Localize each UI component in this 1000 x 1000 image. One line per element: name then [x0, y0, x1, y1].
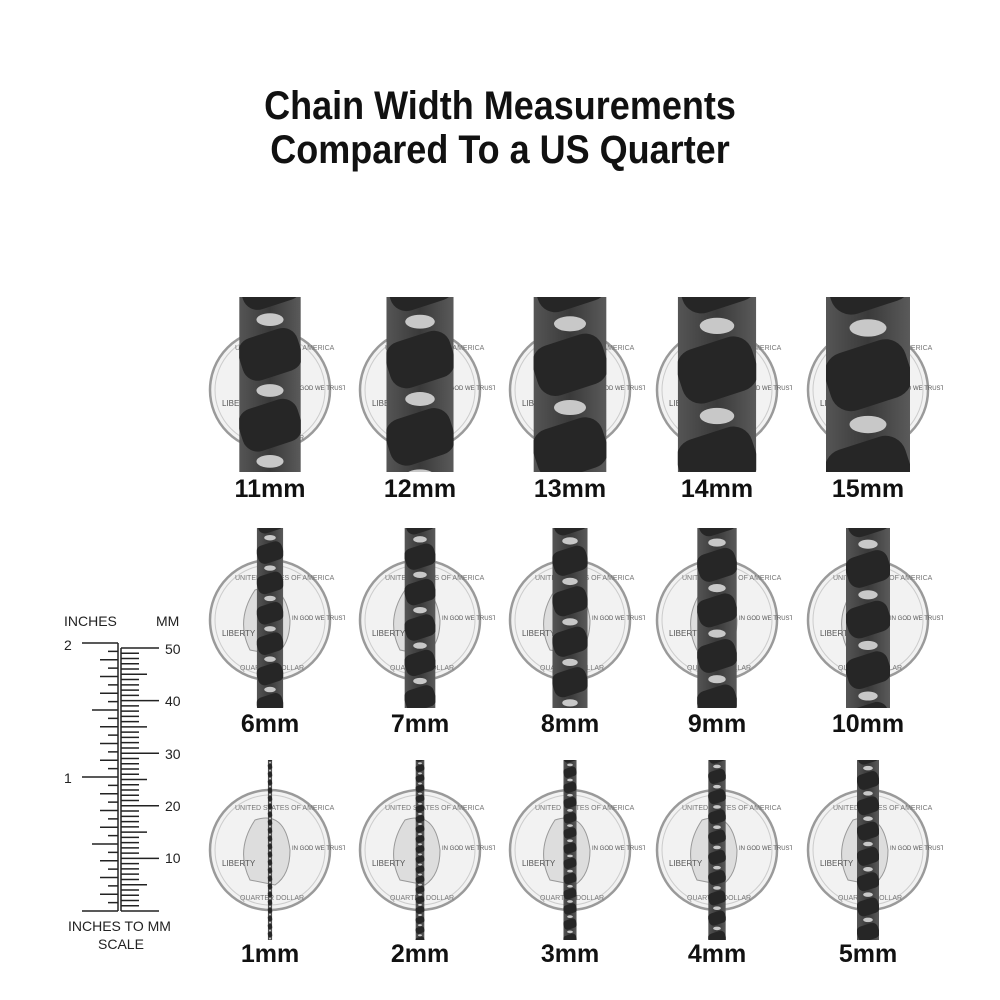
mm-tick-10: 10: [165, 850, 181, 866]
chain-4mm: LIBERTY IN GOD WE TRUST UNITED STATES OF…: [642, 750, 792, 980]
chain-links-image: [857, 760, 879, 940]
svg-text:IN GOD WE TRUST: IN GOD WE TRUST: [292, 616, 345, 622]
mm-tick-50: 50: [165, 641, 181, 657]
svg-text:IN GOD WE TRUST: IN GOD WE TRUST: [739, 386, 792, 392]
chain-links-image: [677, 297, 757, 472]
inch-tick-2: 2: [64, 637, 72, 653]
chain-width-label: 6mm: [240, 710, 300, 738]
quarter-coin-image: LIBERTY IN GOD WE TRUST UNITED STATES OF…: [358, 788, 495, 912]
svg-text:LIBERTY: LIBERTY: [222, 859, 256, 868]
quarter-coin-image: LIBERTY IN GOD WE TRUST UNITED STATES OF…: [508, 788, 645, 912]
chain-width-label: 5mm: [838, 940, 898, 968]
svg-text:UNITED STATES OF AMERICA: UNITED STATES OF AMERICA: [682, 805, 782, 812]
svg-text:LIBERTY: LIBERTY: [669, 629, 703, 638]
chain-width-label: 3mm: [540, 940, 600, 968]
svg-text:IN GOD WE TRUST: IN GOD WE TRUST: [890, 386, 943, 392]
chain-links-image: [533, 297, 607, 472]
chain-links-image: [846, 528, 890, 708]
chain-width-label: 14mm: [680, 475, 754, 503]
ruler-caption-line-1: INCHES TO MM: [68, 918, 171, 934]
title-line-2: Compared To a US Quarter: [270, 128, 730, 172]
chain-width-label: 8mm: [540, 710, 600, 738]
svg-text:UNITED STATES OF AMERICA: UNITED STATES OF AMERICA: [833, 805, 933, 812]
svg-text:LIBERTY: LIBERTY: [372, 629, 406, 638]
svg-text:LIBERTY: LIBERTY: [522, 859, 556, 868]
svg-text:IN GOD WE TRUST: IN GOD WE TRUST: [592, 616, 645, 622]
chain-width-label: 1mm: [240, 940, 300, 968]
chain-links-image: [708, 760, 726, 940]
mm-tick-30: 30: [165, 746, 181, 762]
svg-text:IN GOD WE TRUST: IN GOD WE TRUST: [442, 846, 495, 852]
chain-width-label: 13mm: [533, 475, 607, 503]
svg-text:IN GOD WE TRUST: IN GOD WE TRUST: [592, 386, 645, 392]
svg-text:UNITED STATES OF AMERICA: UNITED STATES OF AMERICA: [235, 575, 335, 582]
chain-1mm: LIBERTY IN GOD WE TRUST UNITED STATES OF…: [195, 750, 345, 980]
chain-8mm: LIBERTY IN GOD WE TRUST UNITED STATES OF…: [495, 520, 645, 750]
chain-width-label: 12mm: [383, 475, 457, 503]
svg-text:LIBERTY: LIBERTY: [372, 859, 406, 868]
chain-links-image: [386, 297, 454, 472]
svg-text:IN GOD WE TRUST: IN GOD WE TRUST: [442, 386, 495, 392]
chain-9mm: LIBERTY IN GOD WE TRUST UNITED STATES OF…: [642, 520, 792, 750]
quarter-coin-image: LIBERTY IN GOD WE TRUST UNITED STATES OF…: [208, 788, 345, 912]
svg-text:UNITED STATES OF AMERICA: UNITED STATES OF AMERICA: [385, 805, 485, 812]
svg-text:LIBERTY: LIBERTY: [820, 859, 854, 868]
mm-tick-20: 20: [165, 798, 181, 814]
chain-3mm: LIBERTY IN GOD WE TRUST UNITED STATES OF…: [495, 750, 645, 980]
inches-to-mm-ruler: INCHES MM 2 1 50 40 30 20 10 INCHES TO M…: [64, 613, 181, 952]
svg-text:IN GOD WE TRUST: IN GOD WE TRUST: [739, 846, 792, 852]
inches-label: INCHES: [64, 613, 117, 629]
chain-width-label: 15mm: [831, 475, 905, 503]
chain-links-image: [552, 528, 588, 708]
chain-12mm: LIBERTY IN GOD WE TRUST UNITED STATES OF…: [345, 290, 495, 520]
chain-11mm: LIBERTY IN GOD WE TRUST UNITED STATES OF…: [195, 290, 345, 520]
svg-text:IN GOD WE TRUST: IN GOD WE TRUST: [890, 616, 943, 622]
chain-links-image: [563, 760, 577, 940]
chain-links-image: [267, 760, 273, 940]
chain-6mm: LIBERTY IN GOD WE TRUST UNITED STATES OF…: [195, 520, 345, 750]
chain-width-label: 11mm: [234, 475, 306, 503]
inch-tick-1: 1: [64, 770, 72, 786]
svg-text:IN GOD WE TRUST: IN GOD WE TRUST: [739, 616, 792, 622]
chain-7mm: LIBERTY IN GOD WE TRUST UNITED STATES OF…: [345, 520, 495, 750]
svg-text:IN GOD WE TRUST: IN GOD WE TRUST: [890, 846, 943, 852]
svg-text:IN GOD WE TRUST: IN GOD WE TRUST: [292, 386, 345, 392]
chain-links-image: [415, 760, 425, 940]
chain-links-image: [826, 297, 910, 472]
chain-width-label: 2mm: [390, 940, 450, 968]
chain-10mm: LIBERTY IN GOD WE TRUST UNITED STATES OF…: [793, 520, 943, 750]
chain-15mm: LIBERTY IN GOD WE TRUST UNITED STATES OF…: [793, 290, 943, 520]
mm-label: MM: [156, 613, 179, 629]
svg-text:UNITED STATES OF AMERICA: UNITED STATES OF AMERICA: [535, 805, 635, 812]
svg-text:IN GOD WE TRUST: IN GOD WE TRUST: [292, 846, 345, 852]
chain-2mm: LIBERTY IN GOD WE TRUST UNITED STATES OF…: [345, 750, 495, 980]
chain-links-image: [239, 297, 301, 472]
svg-text:IN GOD WE TRUST: IN GOD WE TRUST: [592, 846, 645, 852]
title-line-1: Chain Width Measurements: [264, 84, 736, 128]
svg-text:LIBERTY: LIBERTY: [222, 399, 256, 408]
svg-text:LIBERTY: LIBERTY: [669, 859, 703, 868]
chain-14mm: LIBERTY IN GOD WE TRUST UNITED STATES OF…: [642, 290, 792, 520]
svg-text:IN GOD WE TRUST: IN GOD WE TRUST: [442, 616, 495, 622]
chain-width-label: 4mm: [687, 940, 747, 968]
mm-tick-40: 40: [165, 693, 181, 709]
svg-text:LIBERTY: LIBERTY: [522, 629, 556, 638]
chain-width-label: 9mm: [687, 710, 747, 738]
chain-links-image: [256, 528, 284, 708]
chain-width-label: 7mm: [390, 710, 450, 738]
chain-links-image: [404, 528, 436, 708]
chain-width-label: 10mm: [831, 710, 905, 738]
svg-text:LIBERTY: LIBERTY: [222, 629, 256, 638]
chain-13mm: LIBERTY IN GOD WE TRUST UNITED STATES OF…: [495, 290, 645, 520]
chain-5mm: LIBERTY IN GOD WE TRUST UNITED STATES OF…: [793, 750, 943, 980]
svg-text:LIBERTY: LIBERTY: [820, 629, 854, 638]
chain-links-image: [697, 528, 737, 708]
ruler-caption-line-2: SCALE: [98, 936, 144, 952]
svg-text:UNITED STATES OF AMERICA: UNITED STATES OF AMERICA: [235, 805, 335, 812]
